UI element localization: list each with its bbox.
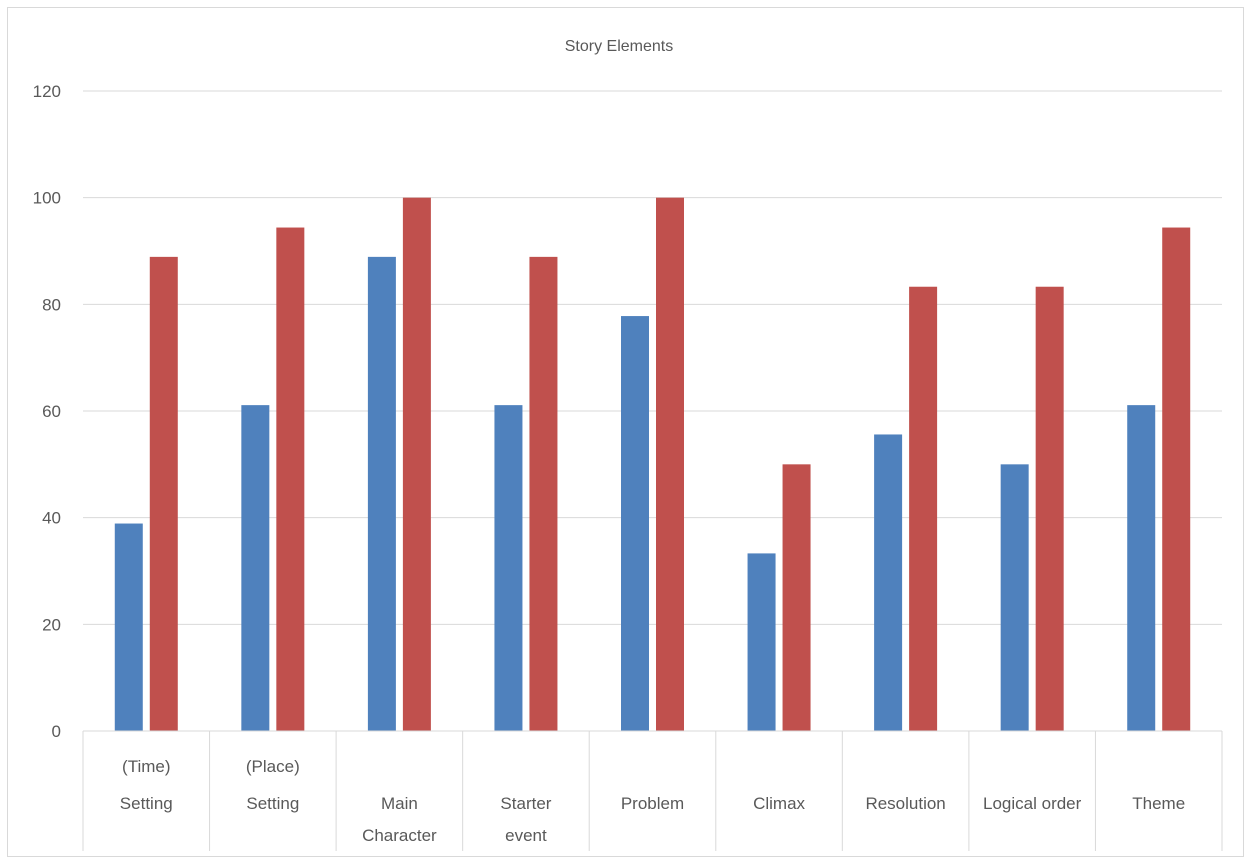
bar-series-2 bbox=[529, 256, 558, 731]
x-tick-label: Logical order bbox=[983, 794, 1082, 813]
bar-series-2 bbox=[1035, 286, 1064, 731]
bar-series-1 bbox=[1127, 405, 1156, 731]
x-tick-label: Resolution bbox=[865, 794, 945, 813]
bar-series-2 bbox=[402, 197, 431, 731]
bar-series-2 bbox=[1162, 227, 1191, 732]
bar-series-1 bbox=[494, 405, 523, 731]
bar-series-2 bbox=[656, 197, 684, 731]
x-tick-label: (Time) bbox=[122, 757, 170, 776]
x-tick-label: Setting bbox=[246, 794, 299, 813]
bar-series-2 bbox=[276, 227, 305, 732]
bar-series-1 bbox=[367, 256, 396, 731]
x-tick-label: Theme bbox=[1132, 794, 1185, 813]
y-tick-label: 80 bbox=[42, 295, 61, 314]
y-tick-label: 100 bbox=[33, 189, 61, 208]
bar-series-1 bbox=[114, 523, 143, 731]
chart-title: Story Elements bbox=[565, 38, 673, 55]
y-axis-ticks: 0 20 40 60 80 100 120 bbox=[33, 82, 61, 741]
y-tick-label: 120 bbox=[33, 82, 61, 101]
x-tick-label: Problem bbox=[621, 794, 684, 813]
y-tick-label: 60 bbox=[42, 402, 61, 421]
x-tick-label: Starter bbox=[500, 794, 551, 813]
y-tick-label: 20 bbox=[42, 615, 61, 634]
x-axis: (Time) Setting (Place) Setting Main Character… bbox=[82, 730, 1223, 851]
bar-series-1 bbox=[241, 405, 270, 731]
bar-series-2 bbox=[909, 286, 938, 731]
bar-series-2 bbox=[149, 256, 178, 731]
chart-frame: Story Elements 0 20 40 60 80 100 120 (Time) Set… bbox=[7, 7, 1244, 857]
y-tick-label: 40 bbox=[42, 509, 61, 528]
y-tick-label: 0 bbox=[52, 722, 61, 741]
bar-series-1 bbox=[874, 434, 903, 731]
x-tick-label: event bbox=[505, 826, 547, 845]
x-tick-label: Main bbox=[381, 794, 418, 813]
bars bbox=[114, 197, 1191, 732]
bar-series-1 bbox=[621, 316, 649, 731]
x-tick-label: Character bbox=[362, 826, 437, 845]
x-tick-label: Setting bbox=[120, 794, 173, 813]
bar-chart: Story Elements 0 20 40 60 80 100 120 (Time) Set… bbox=[33, 38, 1223, 851]
x-tick-label: (Place) bbox=[246, 757, 300, 776]
x-tick-label: Climax bbox=[753, 794, 805, 813]
bar-series-2 bbox=[782, 464, 811, 731]
bar-series-1 bbox=[747, 553, 776, 731]
bar-series-1 bbox=[1000, 464, 1029, 731]
gridlines bbox=[83, 90, 1222, 625]
